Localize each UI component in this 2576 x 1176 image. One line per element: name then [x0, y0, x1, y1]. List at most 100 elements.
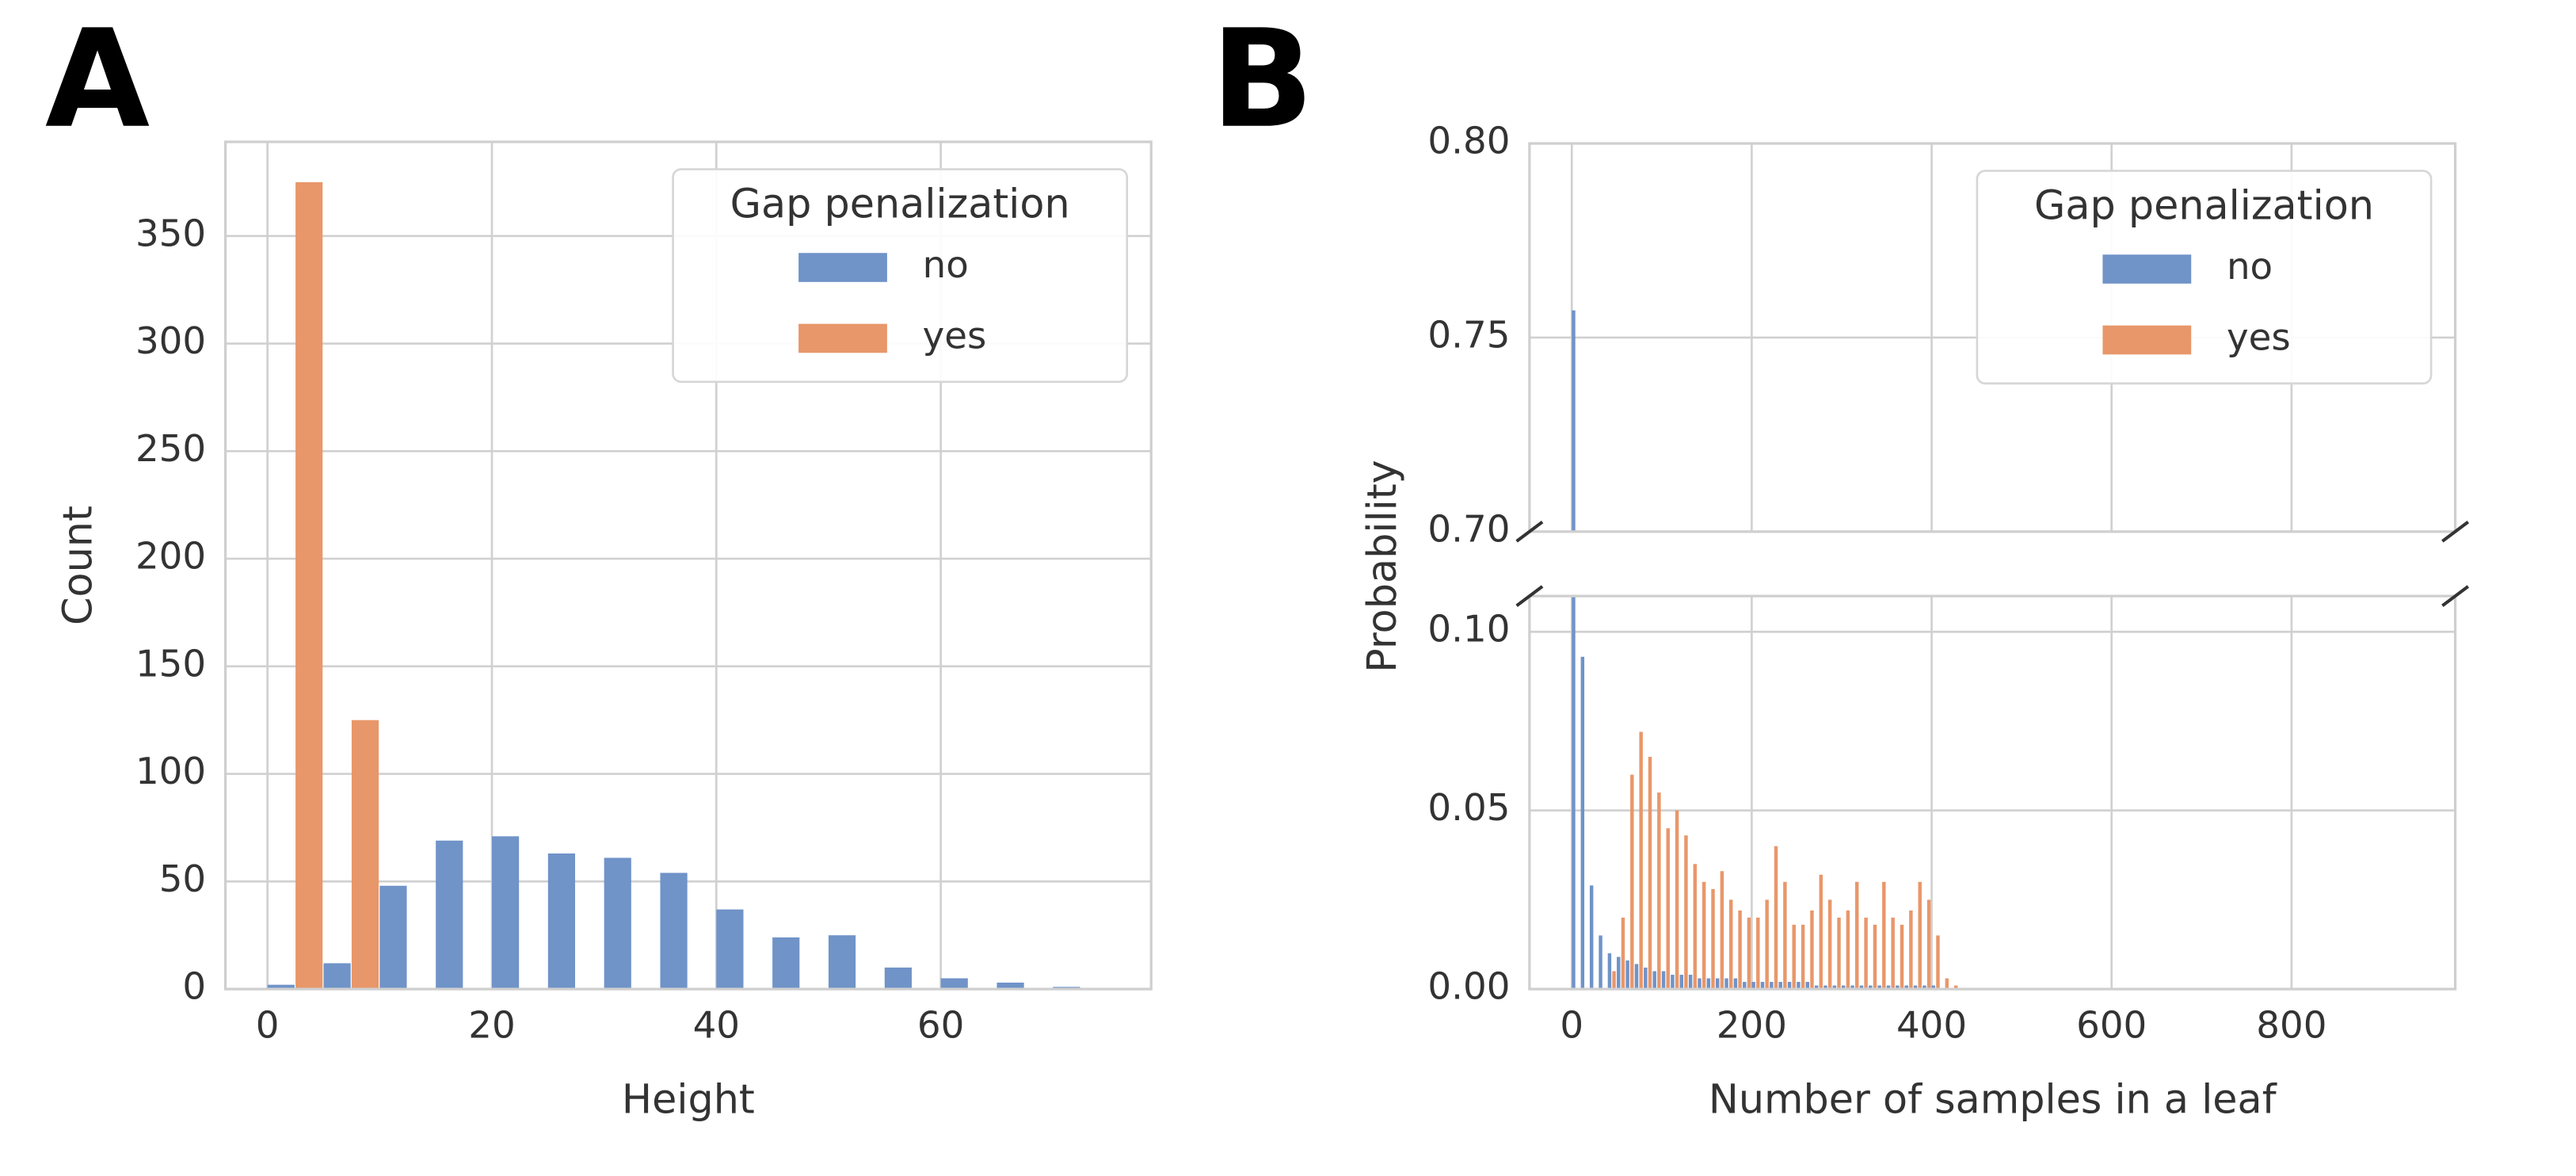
- bar: [1926, 899, 1931, 990]
- bar: [1661, 971, 1666, 990]
- legend-swatch: [2102, 254, 2192, 284]
- axes-frame: [1528, 142, 2457, 533]
- y-tick-label: 0.00: [1427, 966, 1510, 1009]
- y-tick-label: 0.10: [1427, 609, 1510, 651]
- bar: [884, 967, 912, 990]
- bar: [772, 937, 800, 990]
- bar: [1953, 985, 1958, 990]
- bar: [1819, 874, 1823, 990]
- bar: [1850, 985, 1854, 990]
- bar: [1572, 596, 1576, 990]
- axis-break: [1515, 521, 1544, 543]
- bar: [1625, 960, 1629, 990]
- y-tick-label: 0.05: [1427, 787, 1510, 830]
- y-tick-label: 50: [159, 858, 206, 901]
- bar: [1630, 774, 1634, 990]
- bar: [1931, 985, 1936, 990]
- legend-label: yes: [923, 315, 987, 357]
- bar: [1589, 885, 1594, 990]
- bar: [1810, 910, 1814, 990]
- bar: [1747, 917, 1751, 990]
- y-tick-label: 0: [182, 966, 206, 1009]
- bar: [1693, 864, 1698, 990]
- x-tick-label: 200: [1717, 1004, 1787, 1047]
- bar: [1607, 953, 1612, 990]
- bar: [1823, 985, 1827, 990]
- axis-break: [2441, 521, 2470, 543]
- legend-title: Gap penalization: [730, 180, 1070, 227]
- bar: [1855, 881, 1859, 990]
- x-tick-label: 0: [1560, 1004, 1583, 1047]
- bar: [716, 909, 744, 990]
- legend-swatch: [2102, 325, 2192, 355]
- bar: [1846, 910, 1850, 990]
- bar: [1652, 971, 1656, 990]
- bar: [940, 978, 968, 990]
- bar: [1909, 910, 1913, 990]
- panel-label: A: [45, 2, 150, 158]
- y-tick-label: 150: [135, 643, 206, 685]
- y-tick-label: 250: [135, 428, 206, 471]
- bar: [547, 853, 576, 990]
- x-axis-label: Height: [622, 1075, 755, 1122]
- bar: [1770, 982, 1774, 990]
- bar: [1701, 881, 1706, 990]
- bar: [1797, 982, 1801, 990]
- x-tick-label: 20: [468, 1004, 515, 1047]
- bar: [1733, 978, 1738, 990]
- x-tick-label: 60: [917, 1004, 964, 1047]
- x-tick-label: 40: [693, 1004, 740, 1047]
- axes-frame: [1528, 594, 2457, 991]
- bar: [1922, 985, 1926, 990]
- bar: [1756, 917, 1760, 990]
- legend-label: no: [2227, 246, 2273, 288]
- bar: [1743, 982, 1747, 990]
- bar: [1729, 899, 1733, 990]
- bar: [491, 836, 520, 990]
- bar: [1891, 917, 1895, 990]
- x-tick-label: 600: [2076, 1004, 2147, 1047]
- bar: [1886, 985, 1891, 990]
- bar: [1787, 982, 1792, 990]
- y-tick-label: 350: [135, 212, 206, 255]
- x-axis-label: Number of samples in a leaf: [1709, 1075, 2277, 1122]
- bar: [267, 984, 295, 990]
- bar: [1841, 985, 1846, 990]
- bar: [1918, 881, 1922, 990]
- legend-box: [672, 168, 1129, 384]
- bar: [1648, 757, 1652, 990]
- bar: [1715, 978, 1720, 990]
- bar: [379, 885, 407, 990]
- bar: [1896, 985, 1900, 990]
- bar: [1724, 978, 1728, 990]
- bar: [1832, 985, 1837, 990]
- bar: [1688, 975, 1693, 990]
- bar: [1666, 828, 1670, 990]
- bar: [1873, 924, 1877, 990]
- bar: [1864, 917, 1868, 990]
- bar: [1859, 985, 1864, 990]
- bar: [1877, 985, 1881, 990]
- bar: [436, 840, 463, 990]
- bar: [1936, 935, 1940, 990]
- bar: [660, 872, 688, 990]
- bar: [1778, 982, 1782, 990]
- bar: [828, 935, 856, 990]
- bar: [1684, 835, 1688, 990]
- legend-swatch: [798, 323, 887, 353]
- bar: [1580, 656, 1585, 990]
- bar: [604, 857, 631, 990]
- x-tick-label: 800: [2256, 1004, 2326, 1047]
- panel-label: B: [1210, 2, 1313, 158]
- bar: [1617, 956, 1621, 990]
- bar: [1644, 968, 1648, 990]
- bar: [1837, 917, 1841, 990]
- bar: [1814, 985, 1819, 990]
- bar: [1765, 899, 1769, 990]
- bar: [1599, 935, 1602, 990]
- y-tick-label: 0.70: [1427, 508, 1510, 551]
- bar: [1706, 978, 1711, 990]
- y-tick-label: 100: [135, 750, 206, 793]
- bar: [1945, 978, 1949, 990]
